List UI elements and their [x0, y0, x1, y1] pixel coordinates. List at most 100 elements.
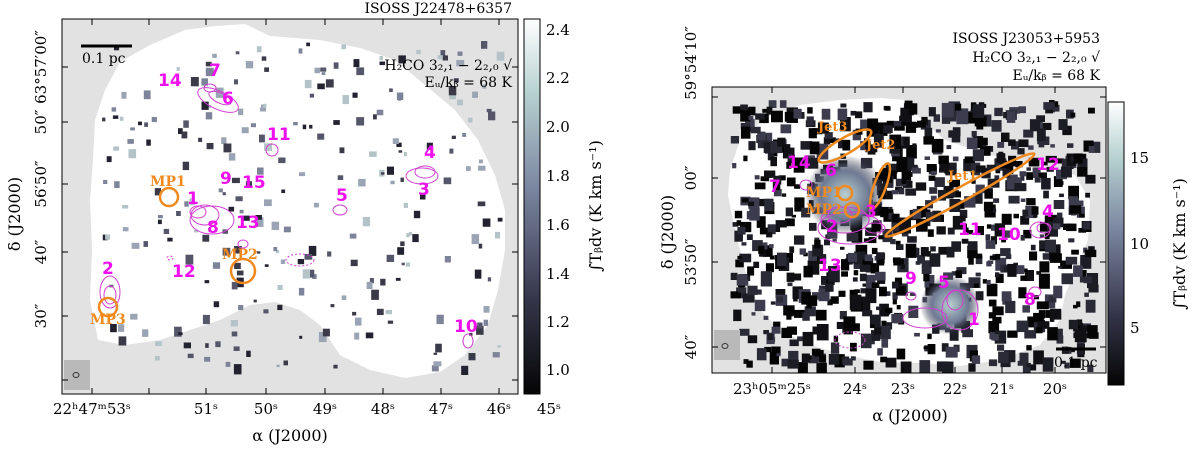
noise-pixel	[812, 326, 819, 335]
noise-pixel	[970, 109, 976, 113]
noise-pixel	[400, 177, 404, 182]
noise-pixel	[931, 138, 944, 153]
noise-pixel	[462, 133, 467, 137]
noise-pixel	[776, 296, 783, 303]
noise-pixel	[824, 132, 833, 139]
noise-pixel	[986, 164, 996, 171]
noise-pixel	[952, 191, 961, 198]
noise-pixel	[212, 262, 221, 269]
noise-pixel	[768, 100, 777, 108]
noise-pixel	[877, 122, 889, 130]
noise-pixel	[870, 263, 880, 274]
x-tick-label: 20ˢ	[1043, 380, 1067, 398]
noise-pixel	[327, 251, 332, 257]
noise-pixel	[740, 221, 752, 233]
noise-pixel	[975, 184, 985, 194]
noise-pixel	[919, 360, 931, 373]
noise-pixel	[732, 222, 739, 227]
noise-pixel	[389, 88, 393, 92]
noise-pixel	[253, 299, 257, 303]
noise-pixel	[991, 208, 997, 213]
noise-pixel	[339, 147, 345, 154]
left-core-labels: 1 2 3 4 5 6 7 8 9 10 11 12 13 14 15	[102, 61, 478, 337]
x-tick-label: 22ʰ47ᵐ53ˢ	[53, 400, 131, 418]
noise-pixel	[997, 344, 1005, 351]
noise-pixel	[1076, 319, 1083, 326]
noise-pixel	[967, 245, 978, 259]
noise-pixel	[205, 61, 212, 67]
noise-pixel	[176, 67, 180, 71]
noise-pixel	[890, 239, 896, 245]
mp-label: MP3	[90, 312, 126, 328]
noise-pixel	[304, 79, 312, 89]
noise-pixel	[767, 224, 776, 235]
noise-pixel	[764, 346, 772, 353]
noise-pixel	[1049, 318, 1055, 322]
noise-pixel	[1087, 273, 1099, 289]
y-axis-label: δ (J2000)	[658, 195, 677, 269]
noise-pixel	[218, 188, 223, 193]
noise-pixel	[881, 338, 889, 348]
noise-pixel	[1021, 268, 1028, 273]
noise-pixel	[110, 324, 117, 333]
noise-pixel	[1033, 213, 1038, 218]
noise-pixel	[1055, 158, 1065, 164]
noise-pixel	[314, 67, 321, 74]
x-axis-label: α (J2000)	[872, 406, 948, 425]
noise-pixel	[1008, 139, 1016, 146]
noise-pixel	[184, 201, 189, 207]
noise-pixel	[902, 157, 915, 171]
noise-pixel	[318, 332, 327, 343]
noise-pixel	[833, 335, 839, 342]
noise-pixel	[309, 93, 314, 98]
noise-pixel	[1077, 167, 1088, 177]
noise-pixel	[775, 185, 780, 190]
noise-pixel	[801, 353, 810, 363]
noise-pixel	[881, 320, 887, 326]
noise-pixel	[862, 310, 873, 317]
noise-pixel	[771, 110, 783, 123]
noise-pixel	[920, 247, 929, 257]
noise-pixel	[205, 112, 213, 120]
noise-pixel	[403, 202, 408, 208]
noise-pixel	[349, 233, 357, 239]
noise-pixel	[448, 86, 457, 96]
noise-pixel	[877, 348, 883, 356]
noise-pixel	[371, 289, 379, 300]
noise-pixel	[1020, 175, 1025, 181]
right-mp-markers	[836, 184, 861, 219]
noise-pixel	[413, 210, 421, 219]
noise-pixel	[867, 118, 879, 133]
noise-pixel	[807, 107, 813, 114]
noise-pixel	[233, 346, 240, 351]
noise-pixel	[355, 317, 362, 326]
noise-pixel	[849, 294, 862, 310]
noise-pixel	[895, 285, 906, 295]
noise-pixel	[747, 285, 758, 295]
core-label: 2	[826, 217, 838, 237]
noise-pixel	[366, 281, 373, 289]
noise-pixel	[785, 218, 795, 227]
mp3-marker	[97, 296, 119, 318]
noise-pixel	[468, 117, 473, 123]
noise-pixel	[974, 116, 987, 127]
noise-pixel	[899, 217, 911, 234]
noise-pixel	[1014, 265, 1025, 275]
noise-pixel	[1052, 223, 1061, 230]
noise-pixel	[900, 107, 912, 123]
core-label: 6	[825, 161, 837, 181]
noise-pixel	[784, 144, 791, 151]
noise-pixel	[812, 128, 823, 135]
noise-pixel	[895, 178, 907, 187]
noise-pixel	[860, 119, 869, 129]
noise-pixel	[131, 242, 140, 249]
noise-pixel	[816, 362, 827, 373]
noise-pixel	[222, 192, 226, 196]
noise-pixel	[1060, 260, 1072, 269]
right-colorbar	[1107, 101, 1125, 386]
noise-pixel	[1073, 153, 1083, 164]
noise-pixel	[986, 279, 991, 285]
noise-pixel	[769, 255, 775, 260]
noise-pixel	[1049, 308, 1062, 320]
noise-pixel	[297, 259, 305, 265]
